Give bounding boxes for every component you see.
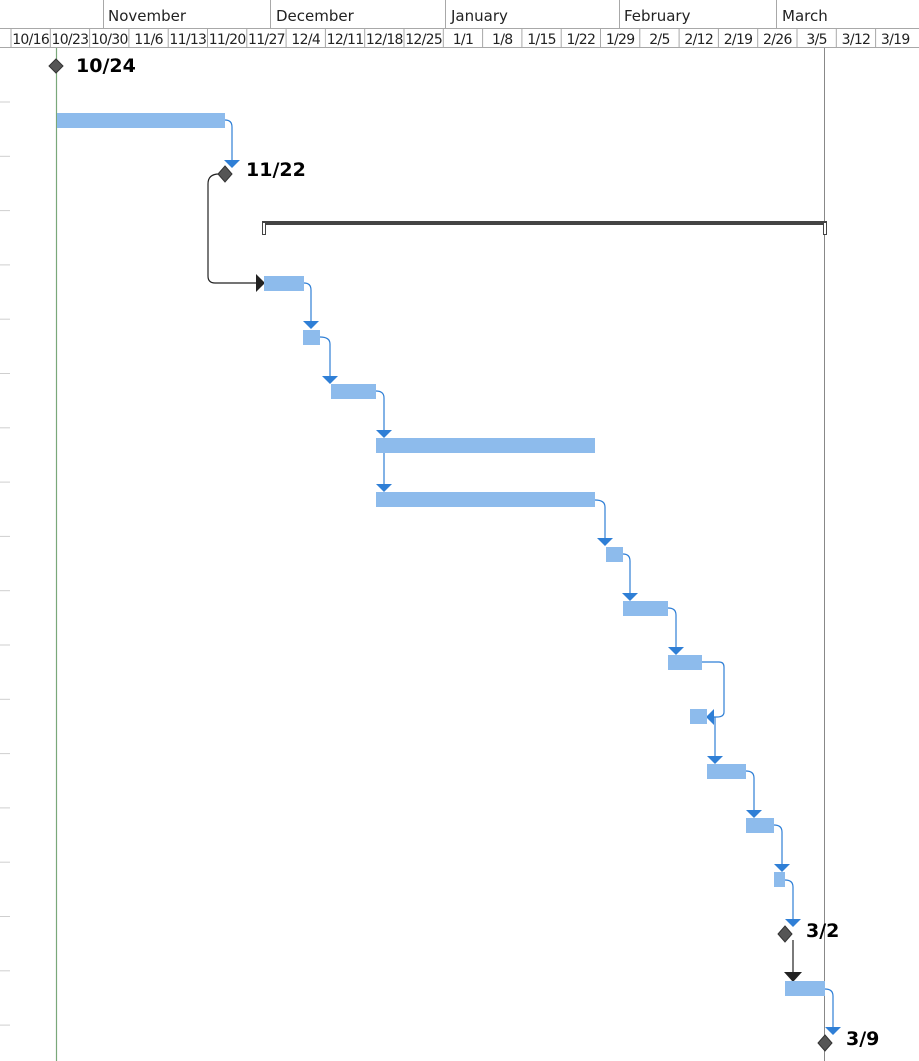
summary-bar[interactable] xyxy=(262,221,827,235)
task-bars xyxy=(57,113,825,996)
milestone-label: 3/9 xyxy=(846,1028,879,1050)
week-label: 12/25 xyxy=(405,32,442,48)
week-labels: 10/16 10/23 10/30 11/6 11/13 11/20 11/27 12/4 12… xyxy=(12,32,910,48)
week-label: 1/29 xyxy=(606,32,635,48)
week-label: 2/5 xyxy=(649,32,669,48)
week-label: 10/30 xyxy=(91,32,128,48)
week-label: 10/23 xyxy=(52,32,89,48)
task-bar[interactable] xyxy=(785,981,825,996)
week-label: 2/12 xyxy=(684,32,713,48)
week-label: 1/1 xyxy=(453,32,473,48)
week-label: 3/19 xyxy=(881,32,910,48)
task-bar[interactable] xyxy=(606,547,623,562)
milestone-label: 11/22 xyxy=(246,159,306,181)
milestone-label: 3/2 xyxy=(806,920,839,942)
milestone-diamond-icon[interactable] xyxy=(817,1034,833,1052)
week-label: 1/8 xyxy=(492,32,512,48)
task-bar[interactable] xyxy=(264,276,304,291)
milestone-diamond-icon[interactable] xyxy=(48,58,64,74)
task-bar[interactable] xyxy=(57,113,225,128)
week-label: 3/12 xyxy=(842,32,871,48)
week-label: 11/27 xyxy=(248,32,285,48)
task-bar[interactable] xyxy=(746,818,774,833)
month-label-november: November xyxy=(108,7,187,25)
week-label: 10/16 xyxy=(12,32,50,48)
week-label: 1/15 xyxy=(527,32,556,48)
milestones: 10/24 11/22 3/2 3/9 xyxy=(48,55,879,1052)
week-label: 12/4 xyxy=(291,32,320,48)
week-label: 3/5 xyxy=(806,32,826,48)
month-label-december: December xyxy=(276,7,355,25)
task-bar[interactable] xyxy=(376,492,595,507)
month-label-january: January xyxy=(450,7,508,25)
milestone-diamond-icon[interactable] xyxy=(217,165,233,183)
task-bar[interactable] xyxy=(303,330,320,345)
week-label: 12/11 xyxy=(327,32,364,48)
task-bar[interactable] xyxy=(623,601,668,616)
milestone-label: 10/24 xyxy=(76,55,136,77)
week-label: 11/13 xyxy=(169,32,206,48)
month-label-march: March xyxy=(782,7,828,25)
dependency-links xyxy=(207,119,841,1035)
month-label-february: February xyxy=(624,7,691,25)
week-label: 11/20 xyxy=(209,32,246,48)
milestone-diamond-icon[interactable] xyxy=(777,925,793,943)
task-bar[interactable] xyxy=(376,438,595,453)
task-bar[interactable] xyxy=(668,655,702,670)
task-bar[interactable] xyxy=(331,384,376,399)
timescale-header: November December January February March… xyxy=(0,0,919,48)
task-bar[interactable] xyxy=(690,709,707,724)
week-label: 1/22 xyxy=(567,32,596,48)
week-label: 11/6 xyxy=(134,32,163,48)
week-label: 2/19 xyxy=(724,32,753,48)
week-label: 2/26 xyxy=(763,32,792,48)
task-bar[interactable] xyxy=(774,872,785,887)
row-ticks xyxy=(0,101,10,1026)
week-ticks xyxy=(10,29,877,48)
week-label: 12/18 xyxy=(366,32,403,48)
task-bar[interactable] xyxy=(707,764,746,779)
